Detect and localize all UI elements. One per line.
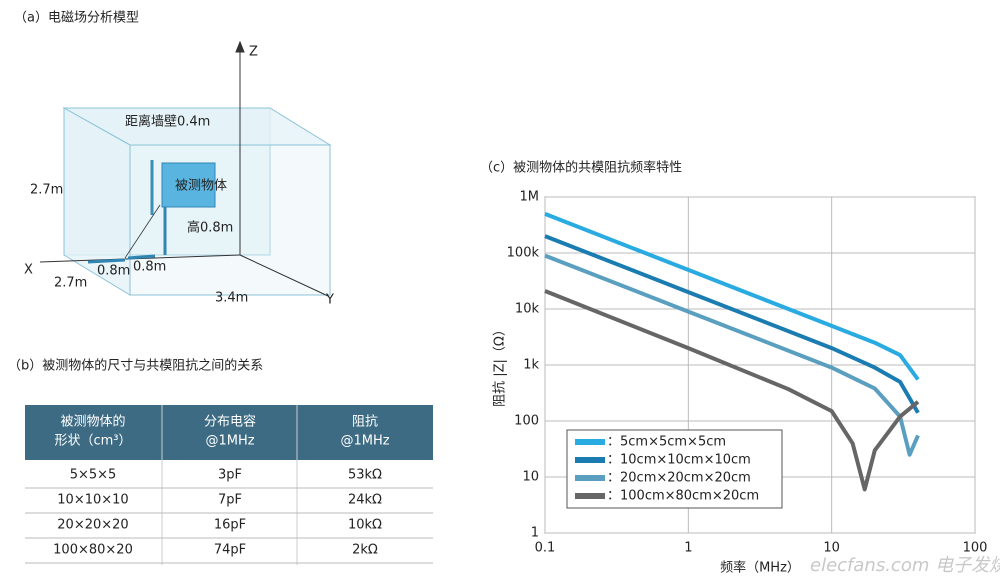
legend-swatch: [575, 493, 605, 499]
object-label: 被测物体: [175, 179, 227, 194]
table-cell: 24kΩ: [348, 493, 382, 508]
axes-3d: [39, 40, 329, 297]
legend-label: ：10cm×10cm×10cm: [607, 453, 751, 468]
legend-label: ：100cm×80cm×20cm: [607, 489, 759, 504]
y-tick-label: 100k: [507, 246, 540, 261]
series-line: [544, 289, 920, 492]
x-tick-label: 1: [684, 541, 692, 556]
table-header: 阻抗: [352, 415, 378, 430]
chart: 0.1 1 10 1001101001k10k100k1M：5cm×5cm×5cm：1…: [507, 190, 988, 556]
legend-label: ：5cm×5cm×5cm: [607, 435, 726, 450]
dimension: 3.4m: [215, 291, 248, 306]
dimension: 2.7m: [30, 183, 63, 198]
table-cell: 2kΩ: [352, 543, 378, 558]
table-header-bg: [25, 405, 433, 460]
x-tick-label: 10: [823, 541, 840, 556]
dimension: 高0.8m: [187, 220, 233, 236]
table-cell: 3pF: [218, 468, 242, 483]
dimension: 2.7m: [54, 276, 87, 291]
axis-label: Z: [249, 45, 258, 60]
legend-swatch: [575, 475, 605, 481]
table-cell: 7pF: [218, 493, 242, 508]
table-header: 分布电容: [204, 414, 256, 430]
diagram-title: （a）电磁场分析模型: [14, 11, 139, 26]
x-tick-label: 0.1: [535, 541, 556, 556]
y-axis-label: 阻抗 |Z|（Ω）: [493, 323, 508, 407]
table-header: 形状（cm³）: [54, 434, 131, 449]
legend-swatch: [575, 439, 605, 445]
legend-label: ：20cm×20cm×20cm: [607, 471, 751, 486]
y-tick-label: 1k: [523, 358, 539, 373]
series-line: [544, 212, 920, 381]
x-tick-label: 100: [963, 541, 988, 556]
x-axis-label: 频率（MHz）: [720, 560, 800, 576]
table-cell: 10kΩ: [348, 518, 382, 533]
dimension: 距离墙壁0.4m: [125, 114, 210, 130]
table-header: @1MHz: [205, 434, 254, 449]
legend-swatch: [575, 457, 605, 463]
table-cell: 10×10×10: [57, 493, 128, 508]
dimension: 0.8m: [133, 260, 166, 275]
table-cell: 100×80×20: [53, 543, 133, 558]
table-cell: 20×20×20: [57, 518, 128, 533]
axis-label: Y: [325, 293, 334, 308]
table-title: （b）被测物体的尺寸与共模阻抗之间的关系: [8, 358, 263, 374]
chart-title: （c）被测物体的共模阻抗频率特性: [480, 160, 682, 176]
y-tick-label: 1: [531, 526, 539, 541]
series-line: [544, 253, 920, 457]
table-cell: 74pF: [214, 543, 246, 558]
table-header: 被测物体的: [60, 414, 125, 430]
table-cell: 53kΩ: [348, 468, 382, 483]
y-tick-label: 10: [522, 470, 539, 485]
axis-label: X: [24, 263, 33, 278]
object: [87, 160, 216, 264]
dimension: 0.8m: [97, 264, 130, 279]
table-cell: 5×5×5: [70, 468, 117, 483]
watermark: elecfans.com 电子发烧友: [810, 555, 1000, 576]
y-tick-label: 1M: [520, 190, 540, 205]
series-line: [544, 234, 920, 414]
y-tick-label: 10k: [515, 302, 540, 317]
table-header: @1MHz: [340, 434, 389, 449]
y-tick-label: 100: [514, 414, 539, 429]
table-cell: 16pF: [214, 518, 246, 533]
